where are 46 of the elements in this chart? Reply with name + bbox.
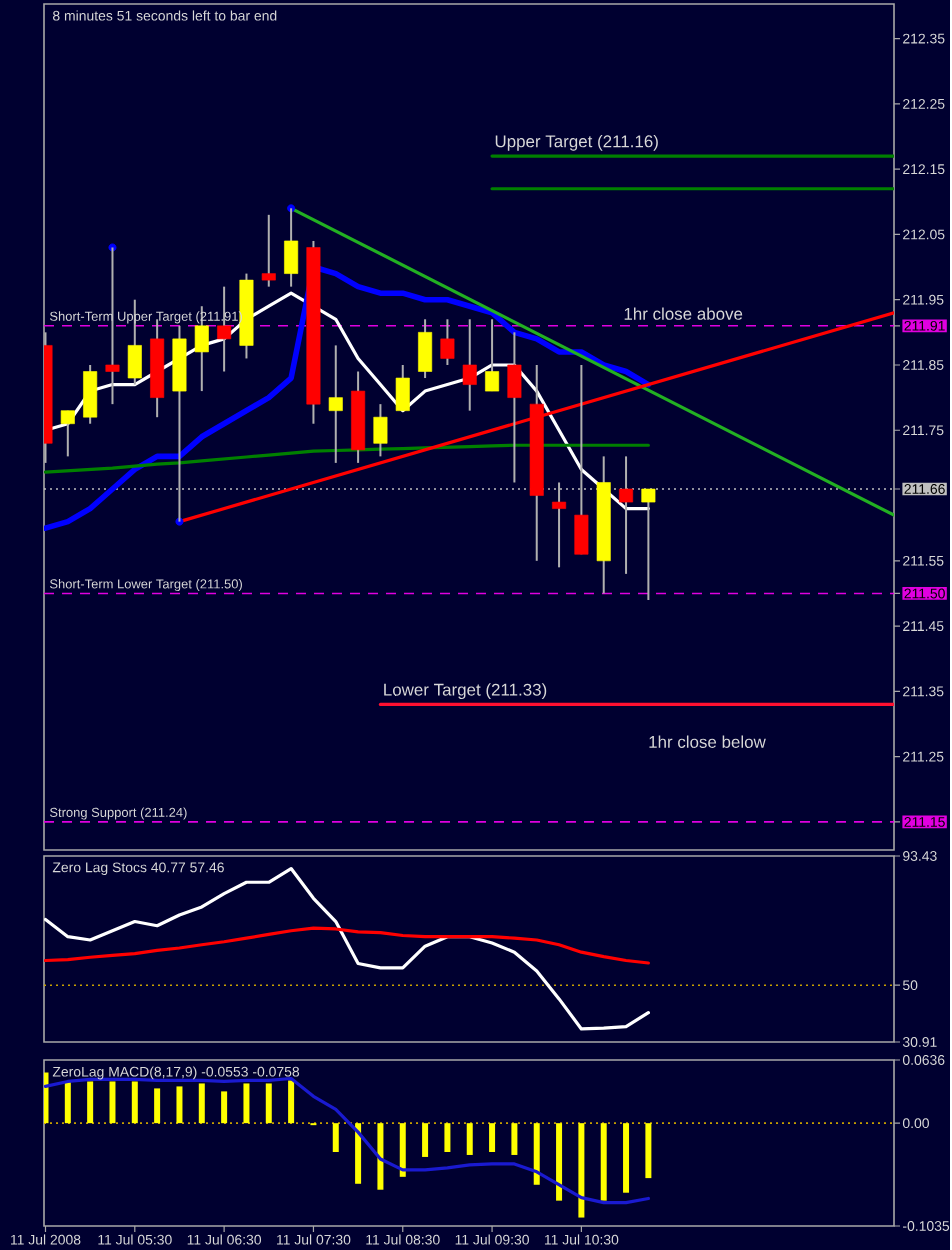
candlestick: [485, 318, 500, 393]
candlestick: [641, 488, 656, 601]
annotation: 1hr close below: [649, 735, 767, 748]
bar: [377, 1123, 384, 1190]
bar: [355, 1123, 362, 1184]
bar: [243, 1083, 250, 1124]
bar: [288, 1080, 295, 1124]
bar: [64, 1081, 71, 1124]
bar: [489, 1123, 496, 1152]
candlestick: [60, 409, 75, 458]
candlestick: [462, 318, 477, 412]
candlestick: [418, 318, 433, 380]
candlestick: [373, 403, 388, 458]
bar: [422, 1123, 429, 1157]
candlestick: [552, 481, 567, 569]
bar: [511, 1123, 518, 1155]
series-label: Lower Target (211.33): [384, 683, 547, 700]
bar: [87, 1081, 94, 1124]
bar: [466, 1123, 473, 1155]
candlestick: [284, 207, 299, 288]
bar: [154, 1088, 161, 1124]
line-series: [44, 866, 651, 1031]
bar: [556, 1123, 563, 1201]
candlestick: [440, 318, 455, 366]
bar: [109, 1081, 116, 1124]
candlestick: [261, 213, 276, 288]
candlestick: [83, 363, 98, 425]
bar: [623, 1123, 630, 1193]
bar: [332, 1123, 339, 1152]
bar: [444, 1123, 451, 1152]
bar: [176, 1086, 183, 1124]
candlestick: [507, 331, 522, 484]
bar: [198, 1083, 205, 1124]
bar: [265, 1083, 272, 1124]
annotation: 1hr close above: [624, 307, 743, 320]
bar: [600, 1123, 607, 1201]
bar: [399, 1123, 406, 1177]
bar: [645, 1123, 652, 1179]
bar: [131, 1081, 138, 1124]
candlestick: [619, 455, 634, 575]
bar: [533, 1123, 540, 1185]
bar: [221, 1091, 228, 1124]
candlestick: [328, 344, 343, 464]
series-label: Upper Target (211.16): [495, 134, 658, 151]
bar: [578, 1123, 585, 1218]
candlestick: [395, 363, 410, 412]
